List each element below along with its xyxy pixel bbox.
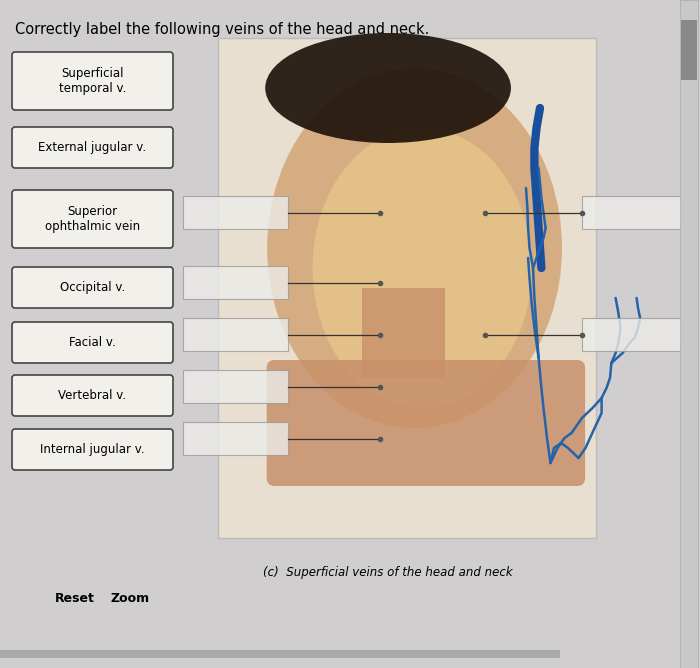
Bar [218,38,596,538]
Text: Vertebral v.: Vertebral v. [58,389,127,402]
Text: Superior
ophthalmic vein: Superior ophthalmic vein [45,205,140,233]
Bar [183,422,288,455]
Text: Correctly label the following veins of the head and neck.: Correctly label the following veins of t… [15,22,429,37]
FancyBboxPatch shape [12,429,173,470]
FancyBboxPatch shape [267,360,585,486]
Ellipse shape [312,128,532,408]
Text: Facial v.: Facial v. [69,336,116,349]
FancyBboxPatch shape [12,127,173,168]
Text: Internal jugular v.: Internal jugular v. [40,443,145,456]
Text: (c)  Superficial veins of the head and neck: (c) Superficial veins of the head and ne… [263,566,513,579]
Bar [183,196,288,229]
Ellipse shape [265,33,511,143]
Text: Reset: Reset [55,591,95,605]
Ellipse shape [267,68,562,428]
Bar [183,266,288,299]
Bar [681,20,697,80]
Bar [582,318,682,351]
FancyBboxPatch shape [12,52,173,110]
Bar [582,196,682,229]
FancyBboxPatch shape [12,322,173,363]
Bar [0,650,560,658]
FancyBboxPatch shape [12,375,173,416]
FancyBboxPatch shape [12,190,173,248]
Bar [680,0,698,668]
Bar [183,370,288,403]
Text: External jugular v.: External jugular v. [38,141,146,154]
FancyBboxPatch shape [12,267,173,308]
Bar [183,318,288,351]
Text: Superficial
temporal v.: Superficial temporal v. [59,67,126,95]
Text: Occipital v.: Occipital v. [60,281,125,294]
Bar [362,288,444,378]
Text: Zoom: Zoom [111,591,150,605]
